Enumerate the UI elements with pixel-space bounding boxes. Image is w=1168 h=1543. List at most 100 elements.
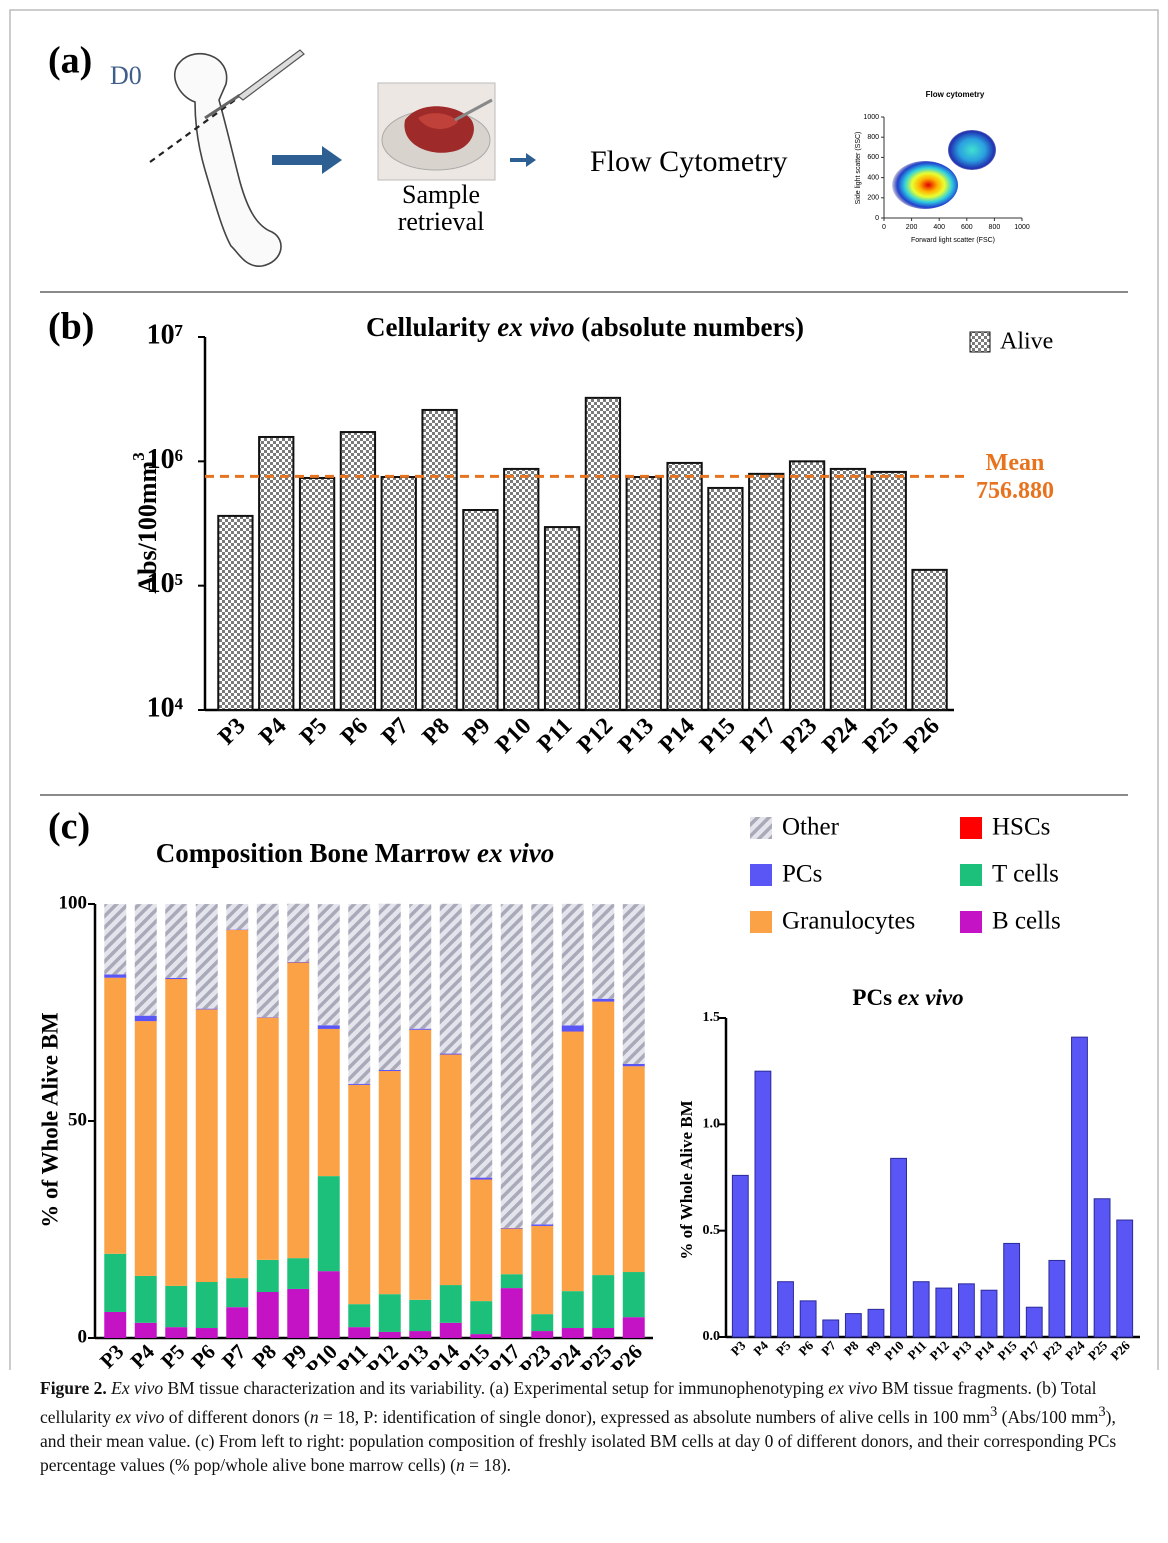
sample-photo: [378, 83, 495, 180]
x-tick-label: P26: [1107, 1337, 1133, 1363]
bar-segment: [135, 1016, 157, 1021]
bar-segment: [135, 904, 157, 1016]
x-tick-label: P3: [214, 713, 251, 750]
bar-segment: [135, 1323, 157, 1338]
bar-segment: [165, 904, 187, 978]
bar: [218, 516, 252, 710]
x-tick-label: P9: [459, 713, 496, 750]
figure: (a) D0 Sample retrieval Flow Cytometry 0…: [0, 0, 1168, 1370]
caption-text: ex vivo: [828, 1378, 877, 1398]
x-tick-label: P5: [295, 713, 332, 750]
x-tick-label: 800: [989, 224, 1001, 231]
day-label: D0: [110, 61, 142, 90]
bar-segment: [379, 904, 401, 1070]
y-tick-label: 0.0: [703, 1329, 721, 1344]
bar-segment: [531, 1224, 553, 1226]
legend-swatch: [960, 864, 982, 886]
y-tick-label: 100: [59, 892, 88, 913]
bar-segment: [348, 904, 370, 1084]
legend-label: Other: [782, 814, 840, 841]
x-tick-label: P13: [949, 1337, 975, 1363]
legend-swatch: [750, 864, 772, 886]
bar-segment: [623, 1066, 645, 1272]
bar-segment: [226, 1278, 248, 1307]
bar: [1072, 1037, 1088, 1337]
x-tick-label: 200: [906, 224, 918, 231]
caption-text: Ex vivo: [107, 1378, 163, 1398]
bar-segment: [531, 1331, 553, 1338]
legend-swatch: [750, 817, 772, 839]
bar-segment: [196, 1009, 218, 1282]
y-tick-label: 0: [875, 215, 879, 222]
bar-segment: [165, 979, 187, 1286]
title-part: PCs: [852, 985, 897, 1010]
bar-segment: [470, 904, 492, 1177]
x-tick-label: P7: [818, 1337, 839, 1358]
caption-text: n: [310, 1407, 319, 1427]
bar-segment: [318, 904, 340, 1025]
x-tick-label: P26: [899, 713, 945, 759]
caption-text: BM tissue characterization and its varia…: [163, 1378, 828, 1398]
x-tick-label: P9: [863, 1337, 884, 1358]
caption-text: of different donors (: [164, 1407, 309, 1427]
bar: [891, 1158, 907, 1337]
bar: [422, 410, 456, 710]
bar-segment: [592, 1002, 614, 1275]
bar-segment: [165, 1327, 187, 1338]
bar-segment: [623, 1272, 645, 1317]
y-axis-label: Abs/100mm3: [129, 452, 162, 593]
x-tick-label: P8: [841, 1337, 862, 1358]
bar-segment: [440, 904, 462, 1054]
bar-segment: [287, 963, 309, 1259]
bar-segment: [287, 904, 309, 962]
y-axis-label-sup: 3: [129, 452, 148, 460]
x-tick-label: P5: [156, 1340, 189, 1370]
legend-label: T cells: [992, 861, 1059, 888]
bar-segment: [470, 1178, 492, 1180]
y-axis-label: Side light scatter (SSC): [855, 132, 862, 205]
chart: 050100P3P4P5P6P7P8P9P10P11P12P13P14P15P1…: [37, 806, 1060, 1370]
arrow: [510, 153, 536, 167]
bar: [912, 570, 946, 710]
panel-label: (c): [48, 806, 90, 848]
bar-segment: [379, 1294, 401, 1332]
bar: [1117, 1220, 1133, 1337]
bar: [341, 432, 375, 710]
bar: [936, 1288, 952, 1337]
bar: [981, 1290, 997, 1337]
x-tick-label: P3: [95, 1340, 128, 1370]
y-tick-label: 200: [867, 195, 879, 202]
x-tick-label: P6: [795, 1337, 816, 1358]
y-tick-label: 0: [78, 1326, 88, 1347]
bar-segment: [257, 1260, 279, 1292]
y-axis-label: % of Whole Alive BM: [37, 1012, 62, 1228]
legend-swatch: [960, 911, 982, 933]
bar-segment: [318, 1271, 340, 1338]
bar-segment: [440, 1285, 462, 1323]
bar-segment: [257, 1292, 279, 1338]
x-tick-label: P25: [1085, 1337, 1111, 1363]
bar-segment: [226, 930, 248, 1278]
bar-segment: [196, 1328, 218, 1338]
bar-segment: [348, 1327, 370, 1338]
bar: [868, 1309, 884, 1337]
bar-segment: [440, 1055, 462, 1285]
x-tick-label: P6: [187, 1340, 220, 1370]
bar-segment: [165, 978, 187, 979]
y-tick-label: 600: [867, 154, 879, 161]
bar: [755, 1071, 771, 1337]
x-tick-label: P3: [728, 1337, 749, 1358]
bar-segment: [196, 1282, 218, 1328]
y-axis-label-part: Abs/100mm: [133, 460, 162, 593]
bar-segment: [348, 1304, 370, 1327]
bar-segment: [104, 978, 126, 1254]
bar-segment: [440, 1323, 462, 1338]
bar: [732, 1175, 748, 1337]
bar-segment: [623, 1317, 645, 1338]
bar-segment: [623, 904, 645, 1064]
bar-segment: [257, 1018, 279, 1260]
bar: [1004, 1243, 1020, 1337]
bar-segment: [562, 1025, 584, 1031]
caption-text: ex vivo: [115, 1407, 164, 1427]
